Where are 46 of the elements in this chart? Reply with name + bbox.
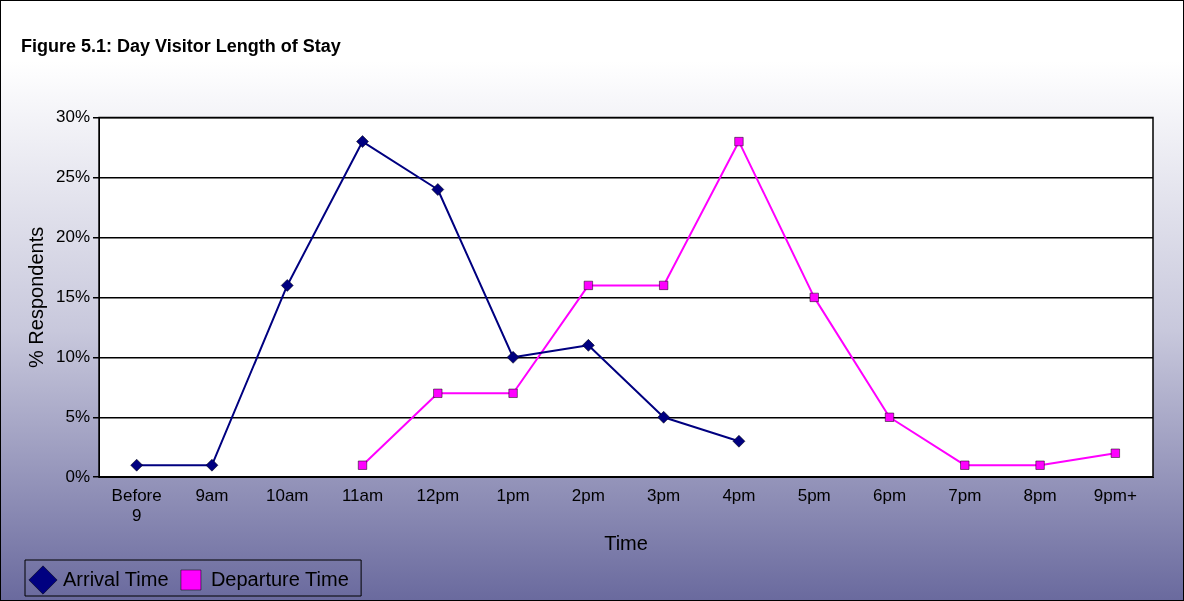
- x-tick-label: 2pm: [571, 486, 605, 506]
- y-tick-label: 25%: [55, 167, 91, 187]
- legend-label: Arrival Time: [63, 567, 169, 590]
- point: [506, 351, 520, 364]
- x-tick-label: 11am: [341, 486, 384, 506]
- y-tick-label: 5%: [65, 406, 91, 426]
- point: [508, 388, 518, 398]
- x-tick-label: 3pm: [647, 486, 681, 506]
- x-tick-label: Before 9: [111, 486, 162, 526]
- point: [657, 411, 670, 424]
- x-tick-label: 5pm: [797, 486, 831, 506]
- point: [280, 279, 294, 292]
- y-tick-label: 30%: [55, 107, 91, 127]
- point: [1110, 448, 1120, 458]
- point: [732, 434, 746, 448]
- y-axis-title: % Respondents: [24, 226, 47, 368]
- point: [809, 292, 819, 302]
- x-axis-title: Time: [604, 531, 648, 554]
- chart-title: Figure 5.1: Day Visitor Length of Stay: [21, 35, 341, 56]
- y-tick-label: 0%: [65, 466, 91, 486]
- y-tick-label: 20%: [55, 227, 91, 247]
- point: [130, 458, 143, 472]
- y-tick-label: 10%: [55, 347, 91, 367]
- point: [734, 137, 744, 147]
- point: [582, 339, 595, 352]
- point: [356, 135, 369, 148]
- y-tick-label: 15%: [55, 287, 91, 307]
- legend-label: Departure Time: [210, 567, 349, 590]
- point: [1035, 460, 1045, 470]
- point: [433, 388, 443, 398]
- x-tick-label: 6pm: [872, 486, 907, 506]
- point: [659, 280, 669, 290]
- point: [205, 458, 219, 472]
- x-tick-label: 9pm+: [1093, 486, 1137, 506]
- point: [960, 460, 970, 470]
- x-tick-label: 9am: [195, 486, 229, 506]
- point: [885, 412, 894, 422]
- point: [431, 183, 445, 196]
- x-tick-label: 10am: [265, 486, 309, 506]
- x-tick-label: 4pm: [722, 486, 756, 506]
- x-tick-label: 8pm: [1023, 486, 1057, 506]
- x-tick-label: 7pm: [948, 486, 982, 506]
- point: [358, 460, 368, 470]
- x-tick-label: 1pm: [496, 486, 530, 506]
- x-tick-label: 12pm: [416, 486, 460, 506]
- point: [583, 280, 593, 290]
